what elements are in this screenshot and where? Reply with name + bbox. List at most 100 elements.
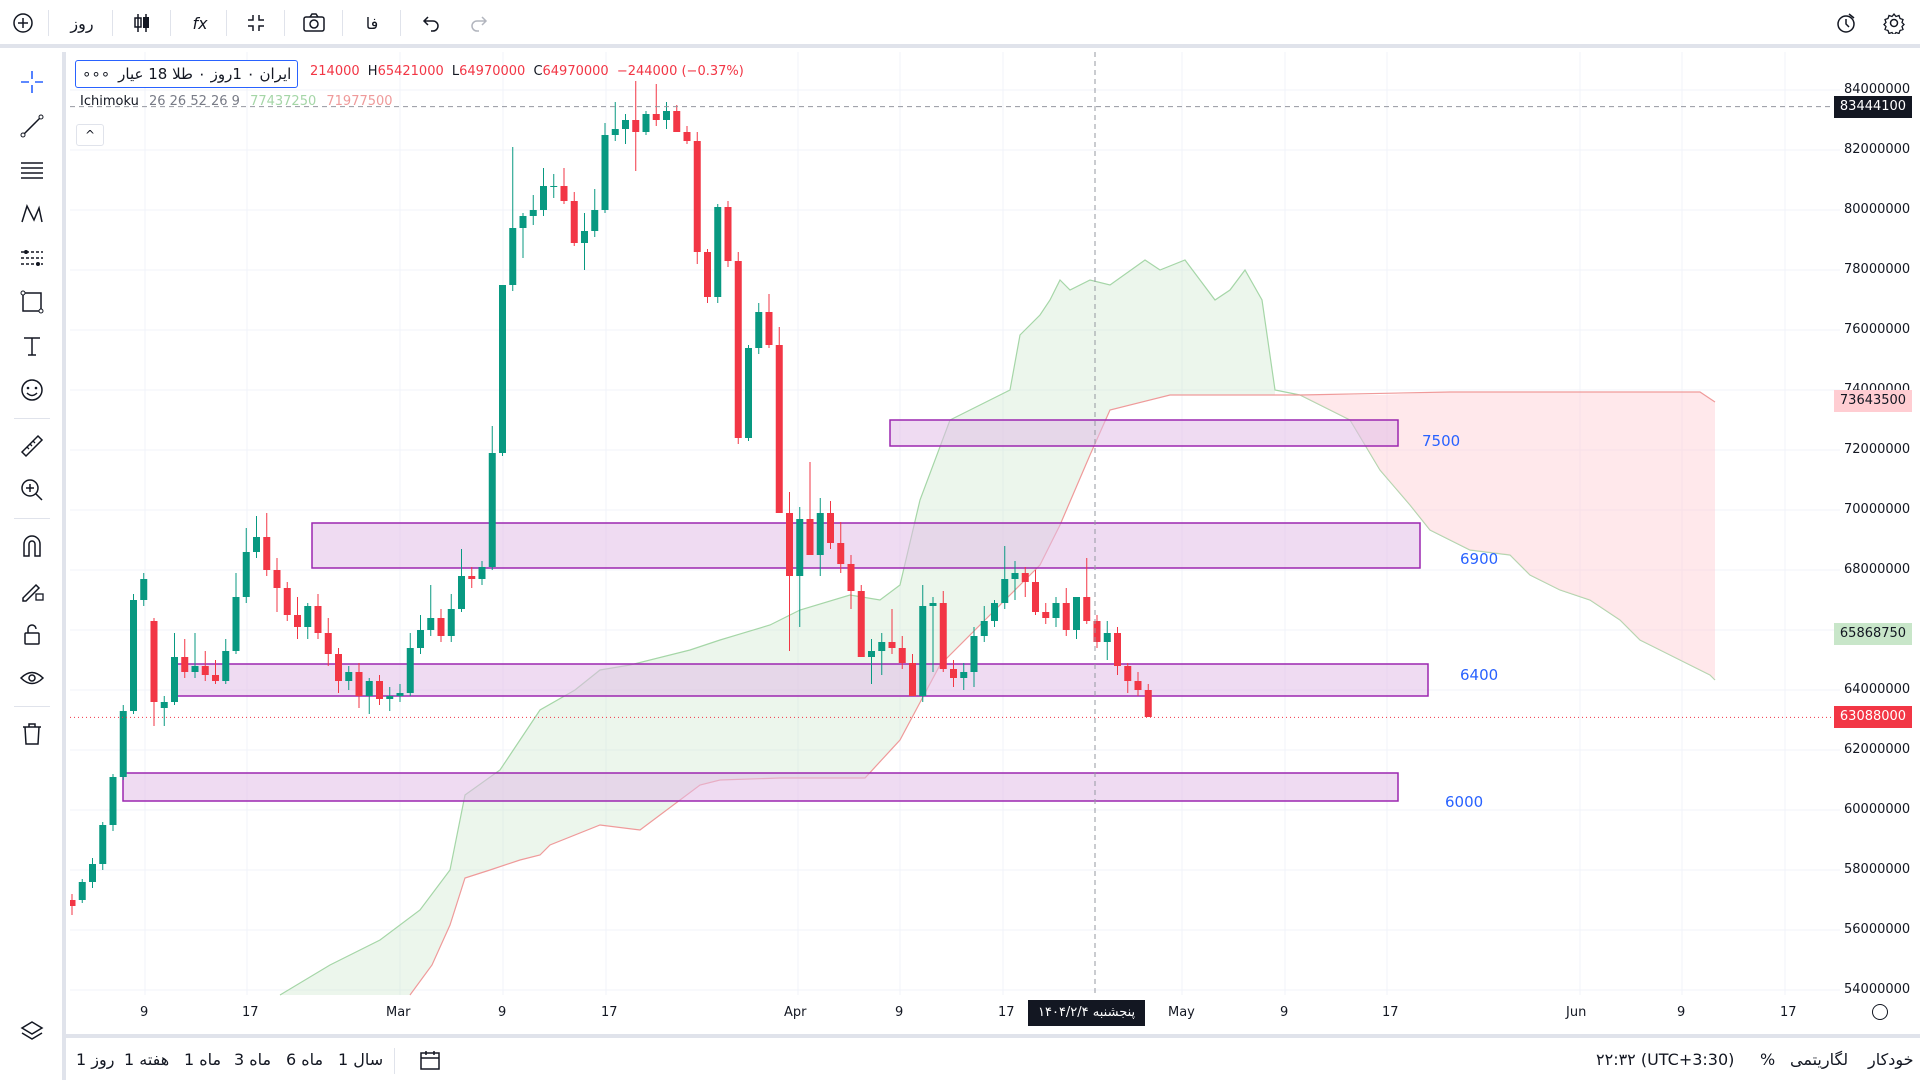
interval-button[interactable]: روز: [62, 8, 102, 38]
layers-icon[interactable]: [14, 1014, 50, 1050]
time-tick: 9: [498, 1005, 507, 1020]
range-1w[interactable]: 1 هفته: [124, 1050, 170, 1069]
chart-canvas[interactable]: [70, 52, 1920, 1032]
redo-icon[interactable]: [462, 8, 496, 38]
settings-gear-icon[interactable]: [1876, 8, 1912, 38]
candle-body: [212, 675, 219, 681]
clock-time[interactable]: ۲۲:۳۲ (UTC+3:30): [1596, 1050, 1735, 1069]
collapse-legend-button[interactable]: ^: [76, 124, 104, 146]
percent-toggle[interactable]: %: [1760, 1050, 1776, 1069]
left-toolbar: [0, 52, 66, 1080]
candle-body: [765, 312, 773, 345]
range-3m[interactable]: 3 ماه: [234, 1050, 272, 1069]
text-icon[interactable]: [14, 328, 50, 364]
candle-body: [970, 636, 978, 672]
symbol-box[interactable]: ایران ۰ 1روز ۰ طلا 18 عیار ∘∘∘: [75, 60, 299, 88]
price-tick: 68000000: [1844, 562, 1911, 577]
candle-body: [1073, 597, 1080, 630]
candle-body: [960, 672, 968, 678]
zoom-in-icon[interactable]: [14, 472, 50, 508]
candle-body: [99, 825, 107, 864]
range-1y[interactable]: 1 سال: [338, 1050, 384, 1069]
trash-icon[interactable]: [14, 716, 50, 752]
candle-body: [857, 591, 865, 657]
support-resistance-zone[interactable]: [889, 419, 1399, 447]
candle-body: [714, 207, 722, 297]
candle-body: [1001, 579, 1009, 603]
open-value: 214000: [310, 64, 360, 79]
ichimoku-span-b: 71977500: [326, 94, 393, 109]
crosshair-icon[interactable]: [14, 64, 50, 100]
range-1d[interactable]: 1 روز: [76, 1050, 115, 1069]
forecast-icon[interactable]: [14, 240, 50, 276]
candle-body: [775, 345, 783, 513]
alert-clock-icon[interactable]: [1828, 8, 1864, 38]
ichimoku-cloud-red: [1275, 392, 1715, 680]
time-tick: Jun: [1566, 1005, 1587, 1020]
candle-body: [263, 537, 271, 570]
time-tick: Mar: [386, 1005, 411, 1020]
candle-body: [70, 900, 76, 906]
support-resistance-zone[interactable]: [122, 772, 1399, 802]
candle-body: [1124, 666, 1132, 681]
trend-line-icon[interactable]: [14, 108, 50, 144]
price-tick: 60000000: [1844, 802, 1911, 817]
language-button[interactable]: فا: [354, 8, 390, 38]
ichimoku-params: 26 26 52 26 9: [148, 94, 240, 109]
range-1m[interactable]: 1 ماه: [184, 1050, 222, 1069]
log-toggle[interactable]: لگاریتمی: [1790, 1050, 1849, 1069]
candle-body: [601, 135, 609, 210]
candle-body: [622, 120, 629, 129]
rectangle-icon[interactable]: [14, 284, 50, 320]
toolbar-separator: [14, 706, 50, 707]
ohlc-legend: 214000 H65421000 L64970000 C64970000 −24…: [310, 64, 748, 79]
support-resistance-zone[interactable]: [311, 522, 1421, 569]
add-symbol-icon[interactable]: [6, 8, 40, 38]
candle-body: [816, 513, 824, 555]
candle-body: [335, 654, 342, 681]
time-tick: 9: [895, 1005, 904, 1020]
fib-lines-icon[interactable]: [14, 152, 50, 188]
ruler-icon[interactable]: [14, 428, 50, 464]
undo-icon[interactable]: [414, 8, 448, 38]
candle-body: [488, 453, 496, 567]
candle-body: [417, 630, 424, 648]
emoji-icon[interactable]: [14, 372, 50, 408]
visibility-icon[interactable]: [14, 660, 50, 696]
magnet-icon[interactable]: [14, 528, 50, 564]
more-icon[interactable]: ∘∘∘: [82, 65, 111, 83]
zone-label: 7500: [1422, 432, 1461, 450]
candle-body: [181, 657, 189, 672]
pattern-icon[interactable]: [14, 196, 50, 232]
range-6m[interactable]: 6 ماه: [286, 1050, 324, 1069]
unlock-icon[interactable]: [14, 616, 50, 652]
change-value: −244000 (−0.37%): [616, 64, 744, 79]
auto-toggle[interactable]: خودکار: [1868, 1050, 1914, 1069]
candle-body: [171, 657, 178, 702]
chart-area[interactable]: [70, 52, 1920, 1032]
candle-body: [529, 210, 537, 216]
ichimoku-legend[interactable]: Ichimoku 26 26 52 26 9 77437250 71977500: [80, 94, 399, 109]
fullscreen-icon[interactable]: [238, 8, 274, 38]
zone-label: 6000: [1445, 793, 1484, 811]
toolbar-separator: [48, 10, 49, 36]
candles-icon[interactable]: [124, 8, 160, 38]
toolbar-separator: [170, 10, 171, 36]
candle-body: [458, 576, 465, 609]
candle-body: [1032, 582, 1039, 612]
candle-body: [611, 129, 619, 135]
draw-lock-icon[interactable]: [14, 572, 50, 608]
calendar-icon[interactable]: [418, 1048, 442, 1072]
candle-body: [191, 666, 199, 672]
indicators-button[interactable]: fx: [182, 8, 218, 38]
top-toolbar: روز fx فا: [0, 0, 1920, 48]
candle-body: [806, 519, 814, 555]
candle-body: [673, 111, 681, 132]
candle-body: [919, 606, 927, 696]
candle-body: [406, 648, 414, 693]
candle-body: [1144, 690, 1152, 717]
camera-icon[interactable]: [296, 8, 332, 38]
toolbar-separator: [400, 10, 401, 36]
axis-settings-icon[interactable]: [1872, 1004, 1888, 1020]
span-a-price-tag: 65868750: [1834, 622, 1912, 645]
